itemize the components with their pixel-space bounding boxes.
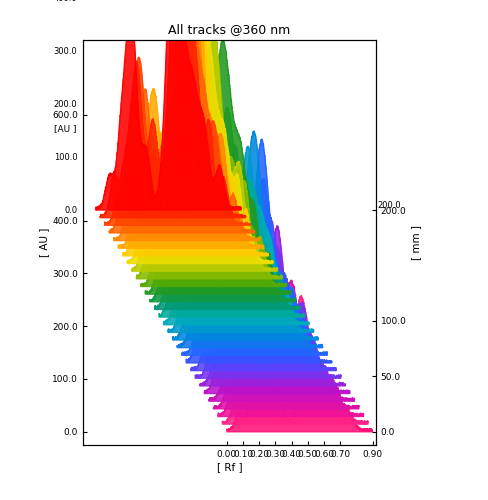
Polygon shape bbox=[104, 0, 250, 226]
Polygon shape bbox=[177, 184, 323, 348]
Title: All tracks @360 nm: All tracks @360 nm bbox=[168, 23, 290, 36]
Y-axis label: [ AU ]: [ AU ] bbox=[40, 228, 49, 257]
Polygon shape bbox=[209, 284, 354, 401]
Polygon shape bbox=[123, 8, 268, 256]
Polygon shape bbox=[145, 39, 291, 294]
Polygon shape bbox=[150, 107, 296, 302]
Polygon shape bbox=[118, 0, 264, 248]
Polygon shape bbox=[173, 131, 318, 340]
Polygon shape bbox=[159, 168, 305, 317]
Polygon shape bbox=[182, 139, 327, 356]
Polygon shape bbox=[186, 178, 332, 363]
X-axis label: [ Rf ]: [ Rf ] bbox=[217, 462, 242, 471]
Polygon shape bbox=[191, 214, 336, 370]
Polygon shape bbox=[213, 280, 359, 409]
Text: 200.0: 200.0 bbox=[54, 100, 78, 109]
Polygon shape bbox=[163, 180, 309, 324]
Text: 400.0: 400.0 bbox=[54, 0, 78, 4]
Text: 200.0: 200.0 bbox=[377, 202, 401, 210]
Polygon shape bbox=[200, 226, 346, 386]
Y-axis label: [ mm ]: [ mm ] bbox=[411, 225, 421, 260]
Polygon shape bbox=[204, 276, 350, 394]
Polygon shape bbox=[109, 0, 255, 233]
Polygon shape bbox=[227, 363, 372, 432]
Polygon shape bbox=[136, 34, 282, 279]
Polygon shape bbox=[127, 33, 273, 264]
Polygon shape bbox=[195, 247, 341, 378]
Polygon shape bbox=[223, 296, 368, 424]
Text: 100.0: 100.0 bbox=[54, 152, 78, 162]
Polygon shape bbox=[114, 0, 259, 240]
Text: 0.0: 0.0 bbox=[64, 206, 78, 214]
Polygon shape bbox=[96, 0, 241, 210]
Polygon shape bbox=[132, 22, 277, 271]
Text: 300.0: 300.0 bbox=[54, 47, 78, 56]
Polygon shape bbox=[155, 144, 300, 310]
Polygon shape bbox=[100, 0, 245, 218]
Text: [AU ]: [AU ] bbox=[54, 124, 77, 133]
Polygon shape bbox=[218, 319, 364, 416]
Polygon shape bbox=[168, 146, 314, 332]
Polygon shape bbox=[141, 114, 286, 286]
